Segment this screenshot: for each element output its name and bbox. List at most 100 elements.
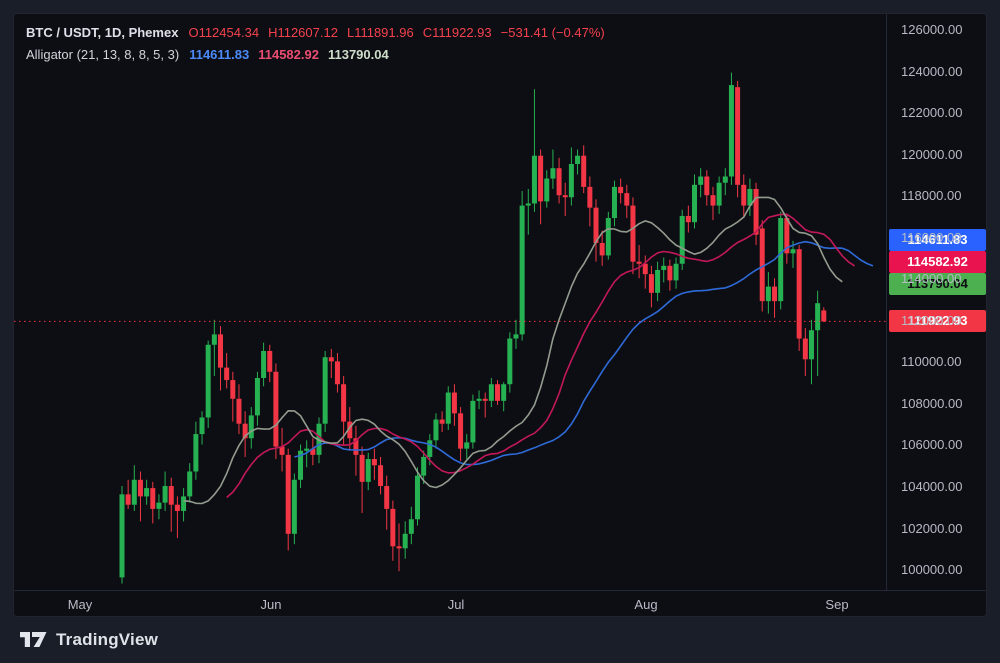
candle-body	[759, 228, 765, 302]
candle-body	[230, 380, 236, 399]
candle-body	[402, 533, 408, 549]
candle-body	[162, 486, 168, 503]
candle-body	[698, 176, 704, 185]
candle-body	[815, 303, 821, 331]
candle-body	[802, 338, 808, 360]
candle-body	[550, 168, 556, 179]
candle-body	[279, 446, 285, 455]
candle-body	[310, 448, 316, 455]
month-label: Aug	[634, 597, 658, 612]
attribution-brand: TradingView	[56, 630, 159, 649]
candle-body	[630, 205, 636, 262]
candle-body	[408, 519, 414, 534]
ohlc-low: L111891.96	[346, 25, 414, 40]
price-tick: 114000.00	[901, 271, 962, 287]
candle-body	[611, 186, 617, 219]
candle-body	[187, 471, 193, 497]
candle-body	[464, 442, 470, 449]
candle-body	[273, 371, 279, 447]
candle-body	[710, 195, 716, 206]
candle-body	[378, 465, 384, 487]
candle-body	[445, 392, 451, 424]
candle-body	[722, 176, 728, 183]
candle-body	[150, 488, 156, 509]
price-tick: 112000.00	[901, 312, 962, 328]
price-tick: 126000.00	[901, 21, 963, 37]
candle-body	[205, 344, 211, 418]
candle-body	[359, 454, 365, 482]
candle-body	[790, 249, 796, 254]
candle-body	[328, 357, 334, 362]
ohlc-close: C111922.93	[422, 25, 492, 40]
candle-body	[618, 186, 624, 194]
candle-body	[322, 357, 328, 424]
candle-body	[174, 504, 180, 511]
candle-body	[211, 334, 217, 345]
candle-body	[525, 203, 531, 206]
time-axis[interactable]: May Jun Jul Aug Sep	[14, 590, 986, 616]
candle-body	[501, 384, 507, 401]
candle-body	[784, 218, 790, 254]
candle-body	[396, 546, 402, 549]
symbol-title: BTC / USDT, 1D, Phemex	[26, 25, 179, 40]
candle-body	[593, 207, 599, 243]
price-tick: 104000.00	[901, 479, 963, 495]
candle-body	[519, 205, 525, 335]
indicator-legend-row[interactable]: Alligator (21, 13, 8, 8, 5, 3) 114611.83 1…	[26, 44, 605, 66]
candle-body	[390, 508, 396, 547]
chart-legend: BTC / USDT, 1D, Phemex O112454.34 H112607.…	[26, 22, 605, 66]
attribution-bar: TradingView	[0, 617, 1000, 663]
candle-body	[531, 155, 537, 204]
candle-body	[679, 215, 685, 264]
month-label: Jul	[447, 597, 465, 612]
chart-plot-area[interactable]: BTC / USDT, 1D, Phemex O112454.34 H112607.…	[14, 14, 886, 590]
candle-body	[125, 494, 131, 505]
candle-body	[439, 419, 445, 424]
alligator-jaw-value: 114611.83	[189, 47, 250, 62]
candle-body	[144, 488, 150, 497]
price-tick: 102000.00	[901, 520, 963, 536]
candle-body	[334, 361, 340, 385]
candle-body	[261, 350, 267, 379]
candle-body	[131, 479, 137, 505]
candle-body	[605, 218, 611, 256]
symbol-legend-row[interactable]: BTC / USDT, 1D, Phemex O112454.34 H112607.…	[26, 22, 605, 44]
candle-body	[254, 378, 260, 416]
candle-body	[538, 155, 544, 202]
candle-body	[199, 417, 205, 435]
tradingview-logo-icon	[20, 632, 47, 647]
alligator-lips-line	[183, 196, 843, 505]
candle-body	[716, 182, 722, 206]
candle-body	[495, 384, 501, 401]
candle-body	[562, 195, 568, 198]
chart-canvas[interactable]	[14, 14, 886, 590]
tradingview-link[interactable]: TradingView	[20, 630, 158, 650]
price-axis[interactable]: 114611.83 114582.92 113790.04 111922.93 …	[886, 14, 986, 590]
candle-body	[482, 398, 488, 401]
candle-body	[365, 459, 371, 482]
candle-body	[661, 265, 667, 270]
candle-body	[581, 155, 587, 187]
candle-body	[353, 438, 359, 455]
candle-body	[765, 286, 771, 302]
candle-body	[119, 494, 125, 578]
candle-body	[304, 448, 310, 451]
candle-body	[728, 85, 734, 177]
candle-body	[636, 261, 642, 264]
candle-body	[181, 496, 187, 511]
candle-body	[224, 367, 230, 381]
candle-body	[648, 274, 654, 293]
jaw-price-label: 114611.83	[889, 229, 986, 251]
candle-body	[587, 186, 593, 208]
price-tick: 108000.00	[901, 395, 963, 411]
price-tick: 118000.00	[901, 188, 962, 204]
candle-body	[137, 479, 143, 497]
chart-panel: BTC / USDT, 1D, Phemex O112454.34 H112607.…	[13, 13, 987, 617]
price-tick: 106000.00	[901, 437, 963, 453]
candle-body	[778, 218, 784, 302]
candle-body	[267, 350, 273, 372]
candle-body	[193, 434, 199, 472]
candle-body	[655, 269, 661, 293]
candle-body	[347, 421, 353, 439]
